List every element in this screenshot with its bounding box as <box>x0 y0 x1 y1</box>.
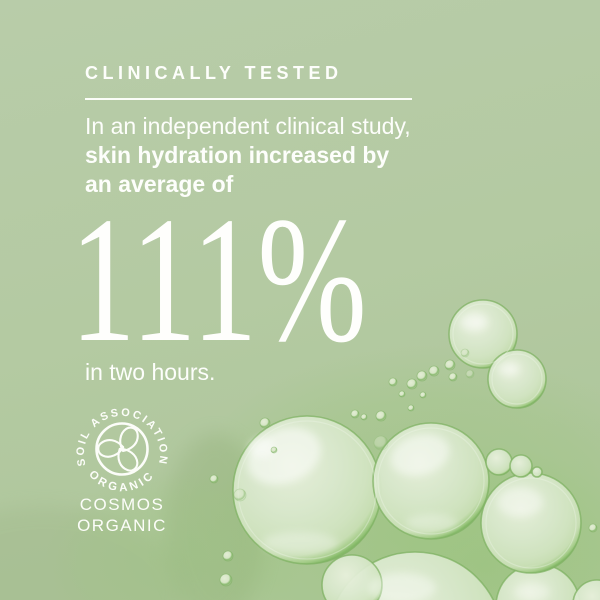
bubble <box>448 372 458 382</box>
bubble <box>406 378 418 390</box>
bubble <box>465 369 475 379</box>
stat-value: 111% <box>70 180 367 379</box>
bubble <box>219 573 233 587</box>
bubble <box>350 409 360 419</box>
claim-emphasis-line-2: an average of <box>85 171 234 197</box>
eyebrow-title: CLINICALLY TESTED <box>85 63 343 83</box>
bubble-highlights <box>247 313 550 600</box>
tiny-bubbles <box>209 348 598 587</box>
bubble <box>419 391 427 399</box>
bubble <box>572 579 600 600</box>
bubble <box>428 365 440 377</box>
svg-text:SOIL ASSOCIATION: SOIL ASSOCIATION <box>75 407 170 468</box>
soil-association-organic-logo-icon: SOIL ASSOCIATION ORGANIC <box>75 407 170 495</box>
claim-emphasis-line-1: skin hydration increased by <box>85 142 390 168</box>
badge-arc-bottom-text: ORGANIC <box>86 468 154 494</box>
bubble <box>398 390 406 398</box>
cosmos-line: COSMOS <box>79 495 165 514</box>
bubble <box>509 454 533 478</box>
claim-intro-line: In an independent clinical study, <box>85 113 411 139</box>
bubble <box>460 348 470 358</box>
bubble <box>360 413 368 421</box>
bubble <box>270 446 278 454</box>
claim-text: In an independent clinical study, skin h… <box>85 112 411 199</box>
bubble <box>407 404 415 412</box>
cosmos-organic-label: COSMOS ORGANIC <box>52 494 192 536</box>
bubble <box>531 466 543 478</box>
bubble <box>222 550 234 562</box>
bubble <box>233 488 247 502</box>
bubble <box>373 435 389 451</box>
badge-arc-top-text: SOIL ASSOCIATION <box>75 407 167 468</box>
bubble <box>444 359 456 371</box>
badge-emblem <box>95 422 149 476</box>
bubble <box>416 370 428 382</box>
bubble <box>209 474 219 484</box>
bubble <box>388 377 398 387</box>
svg-text:ORGANIC: ORGANIC <box>86 468 157 494</box>
stat-caption: in two hours. <box>85 359 216 385</box>
bubble <box>259 417 271 429</box>
eyebrow-underline <box>85 98 412 100</box>
bubble <box>375 410 387 422</box>
organic-line: ORGANIC <box>77 516 167 535</box>
bubble <box>588 523 598 533</box>
